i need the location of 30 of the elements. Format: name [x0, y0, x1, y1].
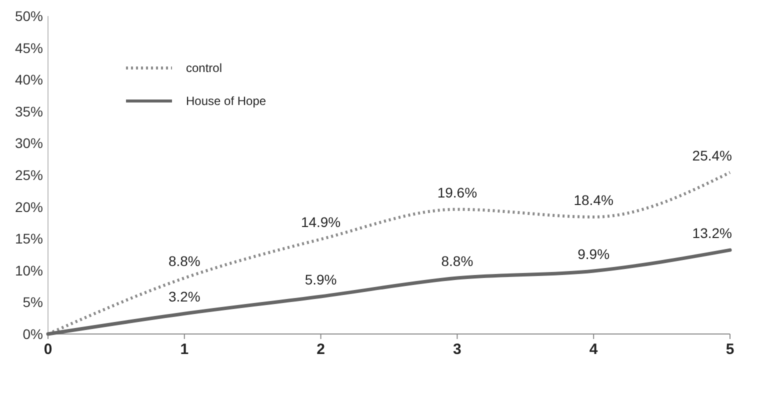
data-label: 18.4%: [574, 192, 614, 208]
x-tick-label: 0: [44, 341, 52, 358]
legend-label: House of Hope: [186, 94, 266, 108]
y-tick-label: 25%: [14, 167, 43, 183]
data-label: 19.6%: [437, 184, 478, 200]
data-label: 9.9%: [578, 246, 610, 262]
y-tick-label: 10%: [14, 262, 43, 278]
y-tick-label: 35%: [14, 103, 43, 120]
x-tick-label: 2: [316, 341, 325, 358]
y-tick-label: 20%: [14, 198, 43, 215]
y-tick-label: 30%: [14, 135, 43, 152]
y-tick-label: 45%: [14, 40, 43, 56]
x-tick-label: 5: [726, 341, 734, 358]
y-tick-label: 15%: [14, 230, 43, 247]
data-label: 14.9%: [300, 214, 341, 230]
data-label: 25.4%: [692, 147, 732, 164]
data-label: 8.8%: [168, 253, 200, 270]
data-label: 8.8%: [441, 253, 474, 270]
legend-label: control: [186, 61, 222, 75]
y-tick-label: 50%: [14, 8, 43, 24]
y-tick-label: 40%: [14, 72, 43, 88]
data-label: 5.9%: [304, 271, 337, 288]
data-label: 3.2%: [168, 288, 200, 305]
x-tick-label: 1: [180, 341, 189, 358]
y-tick-label: 5%: [22, 294, 43, 310]
line-series: [46, 248, 732, 336]
x-tick-label: 3: [453, 341, 462, 358]
x-tick-label: 4: [589, 341, 598, 358]
data-label: 13.2%: [692, 225, 732, 242]
y-tick-label: 0%: [22, 326, 43, 342]
